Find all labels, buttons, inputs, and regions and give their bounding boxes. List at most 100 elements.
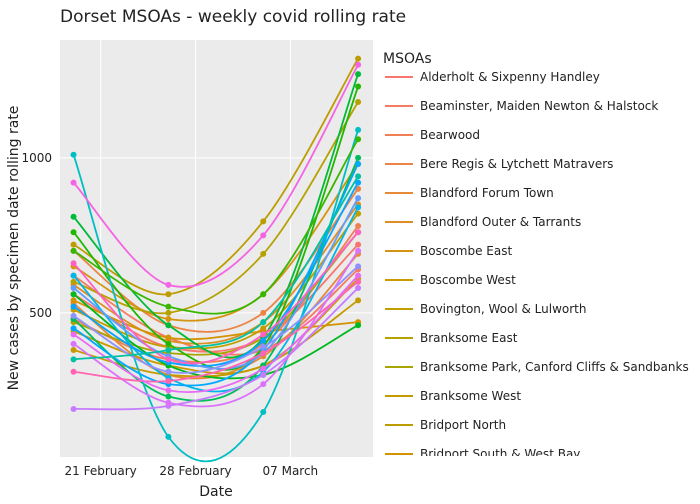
data-point: [355, 278, 362, 285]
data-point: [165, 368, 172, 375]
series-line: [73, 299, 359, 378]
data-point: [260, 343, 267, 350]
data-point: [165, 291, 172, 298]
data-point: [355, 223, 362, 230]
series-line: [73, 250, 359, 408]
data-point: [355, 297, 362, 304]
x-tick-label: 21 February: [65, 464, 137, 478]
series-line: [73, 101, 359, 315]
series-line: [72, 64, 359, 288]
y-tick-label: 500: [29, 306, 52, 320]
data-point: [355, 179, 362, 186]
series-line: [73, 281, 359, 383]
x-axis-label: Date: [199, 484, 232, 500]
legend-label: Blandford Forum Town: [420, 186, 554, 200]
data-point: [355, 263, 362, 270]
legend: Alderholt & Sixpenny Handley Beaminster, …: [385, 70, 689, 461]
legend-label: Beaminster, Maiden Newton & Halstock: [420, 99, 658, 113]
data-point: [260, 250, 267, 257]
data-point: [70, 151, 77, 158]
data-point: [70, 347, 77, 354]
data-point: [355, 185, 362, 192]
series-line: [73, 265, 359, 374]
data-point: [70, 368, 77, 375]
legend-label: Blandford Outer & Tarrants: [420, 215, 581, 229]
data-point: [70, 331, 77, 338]
data-point: [355, 154, 362, 161]
chart-title: Dorset MSOAs - weekly covid rolling rate: [60, 7, 406, 27]
data-point: [165, 399, 172, 406]
data-point: [165, 387, 172, 394]
y-tick-label: 1000: [21, 151, 52, 165]
legend-title: MSOAs: [383, 51, 432, 67]
series-line: [73, 163, 359, 322]
data-point: [70, 229, 77, 236]
data-point: [165, 322, 172, 329]
series-line: [73, 274, 359, 393]
series-line: [73, 287, 359, 411]
data-point: [260, 365, 267, 372]
data-point: [355, 195, 362, 202]
legend-label: Bovington, Wool & Lulworth: [420, 302, 587, 316]
series-line: [73, 293, 359, 380]
data-point: [260, 232, 267, 239]
series-line: [73, 163, 359, 387]
series-line: [72, 86, 359, 371]
data-point: [70, 278, 77, 285]
series-line: [72, 231, 359, 365]
data-point: [355, 272, 362, 279]
legend-label: Boscombe West: [420, 273, 516, 287]
data-point: [355, 161, 362, 168]
data-point: [165, 393, 172, 400]
data-point: [260, 319, 267, 326]
data-point: [260, 337, 267, 344]
data-point: [355, 55, 362, 62]
data-point: [165, 378, 172, 385]
data-point: [70, 285, 77, 292]
data-point: [165, 316, 172, 323]
data-point: [355, 173, 362, 180]
data-point: [165, 433, 172, 440]
series-line: [72, 129, 359, 463]
data-point: [260, 309, 267, 316]
data-point: [355, 229, 362, 236]
series-line: [72, 206, 359, 393]
series-line: [73, 138, 359, 315]
data-point: [70, 303, 77, 310]
data-point: [355, 61, 362, 68]
data-point: [70, 179, 77, 186]
legend-label: Branksome East: [420, 331, 518, 345]
series-line: [73, 231, 359, 356]
data-point: [355, 204, 362, 211]
legend-label: Bere Regis & Lytchett Matravers: [420, 157, 613, 171]
data-point: [70, 247, 77, 254]
series-line: [73, 299, 359, 341]
data-point: [260, 371, 267, 378]
data-point: [260, 409, 267, 416]
data-point: [70, 325, 77, 332]
legend-label: Branksome Park, Canford Cliffs & Sandban…: [420, 360, 689, 374]
data-point: [70, 405, 77, 412]
data-point: [70, 312, 77, 319]
data-point: [70, 213, 77, 220]
data-point: [260, 291, 267, 298]
data-point: [70, 260, 77, 267]
data-point: [70, 297, 77, 304]
data-point: [165, 309, 172, 316]
legend-label: Bridport South & West Bay: [420, 447, 580, 461]
legend-label: Bearwood: [420, 128, 480, 142]
data-point: [355, 210, 362, 217]
data-point: [70, 272, 77, 279]
y-axis-label: New cases by specimen date rolling rate: [6, 106, 22, 391]
data-point: [355, 83, 362, 90]
data-point: [355, 71, 362, 78]
data-point: [165, 356, 172, 363]
data-point: [70, 291, 77, 298]
data-point: [165, 340, 172, 347]
data-point: [165, 347, 172, 354]
data-point: [165, 303, 172, 310]
data-point: [260, 381, 267, 388]
data-point: [70, 356, 77, 363]
series-line: [72, 73, 359, 359]
